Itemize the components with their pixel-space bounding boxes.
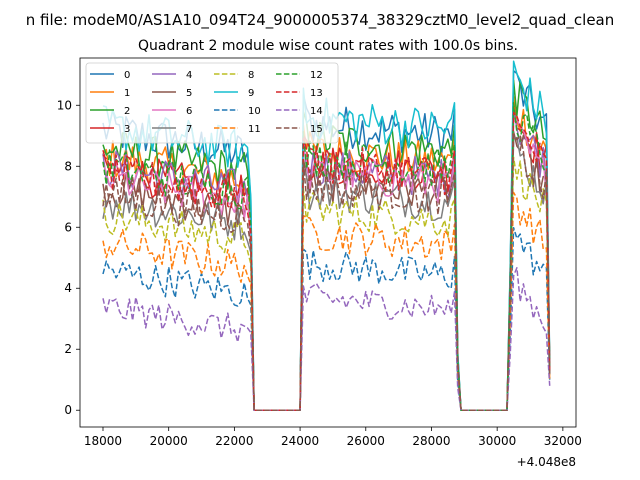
legend-label-4: 4 bbox=[186, 70, 192, 81]
y-tick-label: 0 bbox=[64, 403, 72, 417]
x-tick-label: 24000 bbox=[281, 434, 319, 448]
legend-label-6: 6 bbox=[186, 106, 192, 117]
x-tick-label: 32000 bbox=[544, 434, 582, 448]
x-tick-label: 26000 bbox=[347, 434, 385, 448]
legend-label-15: 15 bbox=[310, 124, 323, 135]
legend-frame bbox=[85, 62, 339, 144]
legend-label-3: 3 bbox=[124, 124, 130, 135]
y-axis: 0 2 4 6 8 10 bbox=[57, 98, 80, 417]
x-tick-label: 30000 bbox=[478, 434, 516, 448]
x-tick-label: 18000 bbox=[84, 434, 122, 448]
legend-label-7: 7 bbox=[186, 124, 192, 135]
legend-label-14: 14 bbox=[310, 106, 323, 117]
plot-frame bbox=[79, 57, 577, 428]
legend-label-10: 10 bbox=[248, 106, 261, 117]
legend-label-11: 11 bbox=[248, 124, 261, 135]
x-tick-label: 22000 bbox=[215, 434, 253, 448]
x-axis-offset-label: +4.048e8 bbox=[517, 455, 576, 469]
legend-label-8: 8 bbox=[248, 70, 254, 81]
x-axis: 18000 20000 22000 24000 26000 28000 30000 32000 bbox=[84, 427, 582, 448]
legend-label-13: 13 bbox=[310, 88, 323, 99]
chart-title: Quadrant 2 module wise count rates with … bbox=[138, 38, 518, 54]
x-tick-label: 20000 bbox=[150, 434, 188, 448]
series-line-15 bbox=[102, 134, 551, 411]
y-tick-label: 6 bbox=[64, 220, 72, 234]
legend-label-1: 1 bbox=[124, 88, 130, 99]
x-tick-label: 28000 bbox=[412, 434, 450, 448]
y-tick-label: 2 bbox=[64, 342, 72, 356]
legend-label-0: 0 bbox=[124, 70, 130, 81]
legend-label-9: 9 bbox=[248, 88, 254, 99]
legend-label-2: 2 bbox=[124, 106, 130, 117]
figure-suptitle: n file: modeM0/AS1A10_094T24_9000005374_… bbox=[26, 11, 615, 30]
legend-label-5: 5 bbox=[186, 88, 192, 99]
legend-label-12: 12 bbox=[310, 70, 323, 81]
y-tick-label: 8 bbox=[64, 159, 72, 173]
y-tick-label: 10 bbox=[57, 98, 72, 112]
y-tick-label: 4 bbox=[64, 281, 72, 295]
